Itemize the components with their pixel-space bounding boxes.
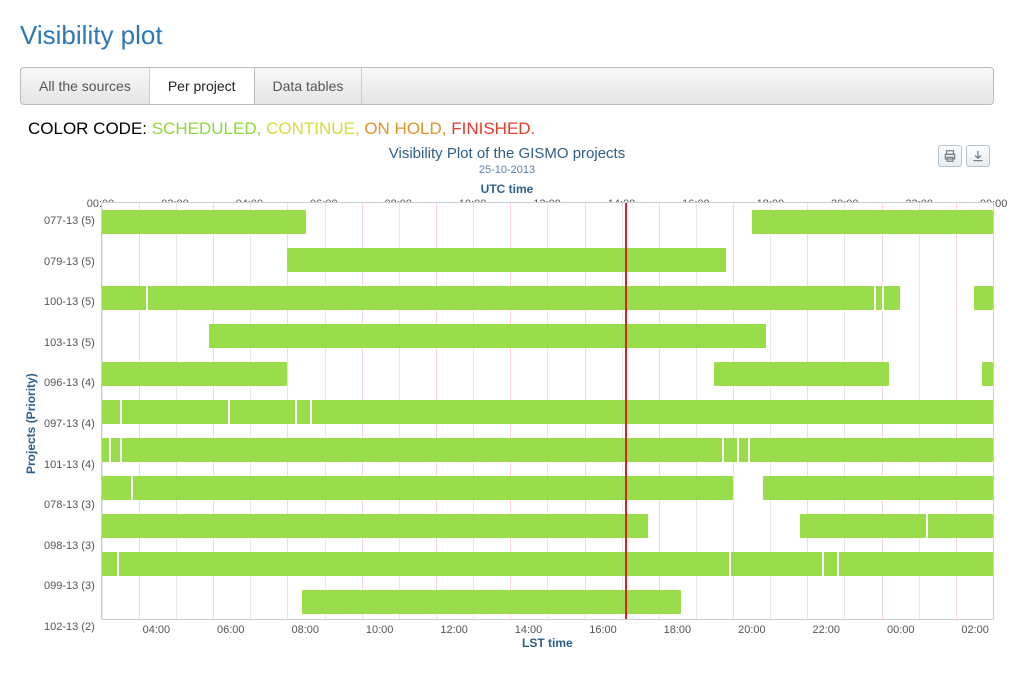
legend-scheduled: SCHEDULED, bbox=[152, 119, 262, 138]
gantt-row bbox=[102, 469, 993, 507]
gantt-row bbox=[102, 355, 993, 393]
bar-separator bbox=[310, 400, 312, 424]
gantt-bar bbox=[752, 210, 993, 234]
bar-separator bbox=[837, 552, 839, 576]
bar-separator bbox=[729, 552, 731, 576]
gantt-bar bbox=[102, 514, 648, 538]
gantt-row bbox=[102, 279, 993, 317]
bar-separator bbox=[882, 286, 884, 310]
legend-finished: FINISHED. bbox=[451, 119, 535, 138]
download-icon bbox=[971, 149, 985, 163]
print-icon bbox=[943, 149, 957, 163]
y-label: 101-13 (4) bbox=[44, 446, 95, 484]
bar-separator bbox=[722, 438, 724, 462]
gantt-row bbox=[102, 431, 993, 469]
chart-subtitle: 25-10-2013 bbox=[20, 164, 994, 176]
gantt-row bbox=[102, 241, 993, 279]
bar-separator bbox=[120, 438, 122, 462]
legend-continue: CONTINUE, bbox=[266, 119, 360, 138]
bar-separator bbox=[737, 438, 739, 462]
print-button[interactable] bbox=[938, 145, 962, 167]
gantt-bar bbox=[102, 210, 306, 234]
y-axis-title: Projects (Priority) bbox=[20, 198, 42, 650]
plot bbox=[101, 202, 994, 620]
bar-separator bbox=[120, 400, 122, 424]
bar-separator bbox=[295, 400, 297, 424]
tab-data-tables[interactable]: Data tables bbox=[255, 68, 363, 104]
bar-separator bbox=[109, 438, 111, 462]
y-label: 078-13 (3) bbox=[44, 486, 95, 524]
current-time-line bbox=[625, 203, 627, 619]
bar-separator bbox=[926, 514, 928, 538]
y-label: 100-13 (5) bbox=[44, 283, 95, 321]
gantt-row bbox=[102, 317, 993, 355]
bottom-axis-title: LST time bbox=[101, 636, 994, 650]
bar-separator bbox=[117, 552, 119, 576]
gantt-row bbox=[102, 507, 993, 545]
bar-separator bbox=[131, 476, 133, 500]
y-label: 103-13 (5) bbox=[44, 324, 95, 362]
gantt-bar bbox=[287, 248, 725, 272]
gantt-bar bbox=[302, 590, 681, 614]
bar-separator bbox=[748, 438, 750, 462]
gantt-bar bbox=[102, 476, 733, 500]
gantt-bar bbox=[102, 438, 993, 462]
gantt-bar bbox=[102, 286, 900, 310]
gantt-bar bbox=[102, 552, 993, 576]
chart-toolbar bbox=[938, 145, 990, 167]
gantt-bar bbox=[800, 514, 993, 538]
bar-separator bbox=[822, 552, 824, 576]
gantt-row bbox=[102, 393, 993, 431]
download-button[interactable] bbox=[966, 145, 990, 167]
gantt-row bbox=[102, 545, 993, 583]
chart-area: Visibility Plot of the GISMO projects 25… bbox=[20, 145, 994, 650]
y-label: 096-13 (4) bbox=[44, 364, 95, 402]
chart-body: Projects (Priority) 077-13 (5)079-13 (5)… bbox=[20, 198, 994, 650]
bar-separator bbox=[228, 400, 230, 424]
gantt-row bbox=[102, 203, 993, 241]
gantt-bar bbox=[982, 362, 993, 386]
y-label: 079-13 (5) bbox=[44, 243, 95, 281]
gantt-bar bbox=[102, 400, 993, 424]
y-label: 097-13 (4) bbox=[44, 405, 95, 443]
chart-title: Visibility Plot of the GISMO projects bbox=[20, 145, 994, 162]
tab-all-the-sources[interactable]: All the sources bbox=[21, 68, 150, 104]
bar-separator bbox=[146, 286, 148, 310]
gantt-row bbox=[102, 583, 993, 620]
y-label: 102-13 (2) bbox=[44, 608, 95, 646]
tab-per-project[interactable]: Per project bbox=[150, 67, 255, 105]
bar-separator bbox=[874, 286, 876, 310]
y-label: 099-13 (3) bbox=[44, 567, 95, 605]
major-gridline bbox=[993, 203, 994, 619]
gantt-bar bbox=[974, 286, 993, 310]
gantt-bar bbox=[714, 362, 889, 386]
y-label: 098-13 (3) bbox=[44, 527, 95, 565]
gantt-bar bbox=[763, 476, 993, 500]
plot-wrap: 00:0002:0004:0006:0008:0010:0012:0014:00… bbox=[101, 198, 994, 650]
page-title: Visibility plot bbox=[20, 20, 994, 51]
top-axis-title: UTC time bbox=[20, 182, 994, 196]
bottom-tick-row: 04:0006:0008:0010:0012:0014:0016:0018:00… bbox=[101, 620, 994, 634]
color-code-legend: COLOR CODE: SCHEDULED, CONTINUE, ON HOLD… bbox=[28, 119, 994, 139]
gantt-bar bbox=[102, 362, 288, 386]
tab-bar: All the sourcesPer projectData tables bbox=[20, 67, 994, 105]
legend-onhold: ON HOLD, bbox=[364, 119, 446, 138]
gantt-bar bbox=[209, 324, 766, 348]
y-axis-labels: 077-13 (5)079-13 (5)100-13 (5)103-13 (5)… bbox=[42, 198, 101, 650]
color-code-prefix: COLOR CODE: bbox=[28, 119, 152, 138]
